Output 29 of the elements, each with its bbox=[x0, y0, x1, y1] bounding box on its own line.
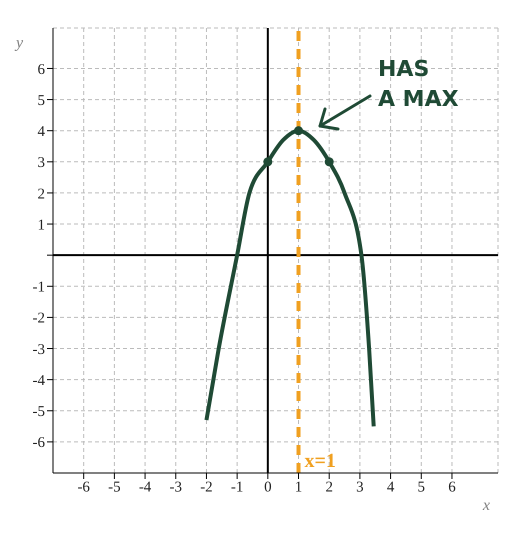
x-tick-label: 4 bbox=[386, 480, 395, 496]
annotation: HAS A MAX bbox=[378, 57, 459, 112]
y-tick-label: -4 bbox=[32, 372, 46, 389]
x-tick-label: -6 bbox=[77, 480, 90, 496]
x-tick-label: 0 bbox=[264, 480, 272, 496]
y-tick-label: 3 bbox=[38, 155, 45, 172]
y-tick-label: 2 bbox=[38, 186, 45, 202]
y-tick-label: -6 bbox=[32, 435, 46, 452]
x-tick-label: 5 bbox=[418, 480, 426, 496]
x-tick-label: 1 bbox=[294, 480, 302, 496]
y-axis-title: y bbox=[14, 34, 24, 52]
y-tick-label: -1 bbox=[32, 280, 45, 296]
x-tick-label: 6 bbox=[448, 480, 456, 496]
y-tick-label: 4 bbox=[38, 124, 46, 140]
y-tick-label: 5 bbox=[38, 92, 45, 109]
x-tick-label: -2 bbox=[200, 480, 213, 496]
x-tick-label: 2 bbox=[325, 480, 333, 496]
y-tick-label: 6 bbox=[38, 62, 46, 78]
x-tick-label: -1 bbox=[230, 480, 244, 496]
ref-line-label: x=1 bbox=[304, 450, 336, 472]
x-tick-label: -5 bbox=[108, 480, 121, 496]
x-tick-label: -3 bbox=[170, 480, 182, 496]
x-tick-label: -4 bbox=[138, 480, 152, 496]
y-tick-label: -3 bbox=[32, 342, 45, 358]
y-tick-label: 1 bbox=[38, 217, 45, 234]
x-axis-title: x bbox=[482, 497, 490, 514]
y-tick-label: -5 bbox=[32, 404, 45, 420]
y-tick-label: -2 bbox=[32, 310, 45, 327]
x-tick-label: 3 bbox=[356, 480, 364, 496]
